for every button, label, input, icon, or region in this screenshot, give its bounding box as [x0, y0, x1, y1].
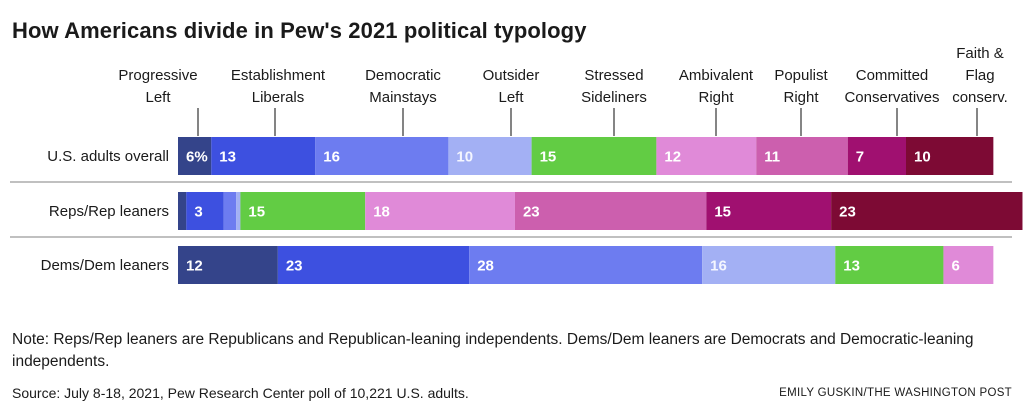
row-0: U.S. adults overall 6% 13 16 10 15 12 11 7 10: [47, 137, 994, 175]
category-label-line: conserv.: [952, 89, 1008, 106]
data-label: 12: [186, 258, 203, 275]
bar-segment: [531, 137, 657, 175]
bar-segment: [277, 246, 470, 284]
category-label-line: Faith &: [956, 45, 1004, 62]
bar-segment: [756, 137, 848, 175]
chart-rows: U.S. adults overall 6% 13 16 10 15 12 11 7 10 Reps…: [10, 137, 1023, 284]
data-label: 6%: [186, 149, 208, 166]
data-label: 6: [951, 258, 959, 275]
row-label: U.S. adults overall: [47, 148, 169, 165]
bar-segment: [469, 246, 703, 284]
bar-segment: [178, 137, 212, 175]
data-label: 15: [540, 149, 557, 166]
category-label: Ambivalent Right: [679, 67, 754, 136]
category-label: Faith & Flag conserv.: [952, 45, 1008, 136]
bar-segment: [223, 192, 237, 230]
category-label-line: Left: [498, 89, 524, 106]
category-label-line: Democratic: [365, 67, 441, 84]
data-label: 15: [248, 204, 265, 221]
data-label: 16: [323, 149, 340, 166]
category-label-line: Flag: [965, 67, 994, 84]
category-label-line: Right: [698, 89, 734, 106]
category-label-line: Sideliners: [581, 89, 647, 106]
category-labels: Progressive Left Establishment Liberals Demo…: [118, 45, 1008, 136]
note-text: Note: Reps/Rep leaners are Republicans a…: [12, 331, 974, 370]
credit-text: EMILY GUSKIN/THE WASHINGTON POST: [779, 387, 1012, 399]
category-label: Democratic Mainstays: [365, 67, 441, 136]
category-label-line: Committed: [856, 67, 929, 84]
data-label: 13: [843, 258, 860, 275]
data-label: 18: [373, 204, 390, 221]
category-label: Progressive Left: [118, 67, 199, 136]
category-label-line: Liberals: [252, 89, 305, 106]
data-label: 13: [219, 149, 236, 166]
category-label-line: Conservatives: [844, 89, 939, 106]
bar-segment: [178, 192, 187, 230]
data-label: 12: [664, 149, 681, 166]
bar-segment: [831, 192, 1023, 230]
category-label: Committed Conservatives: [844, 67, 940, 136]
bar-segment: [835, 246, 944, 284]
bar-segment: [211, 137, 316, 175]
category-label-line: Stressed: [584, 67, 643, 84]
bar-segment: [514, 192, 707, 230]
bar-segment: [315, 137, 449, 175]
data-label: 23: [839, 204, 856, 221]
data-label: 10: [456, 149, 473, 166]
data-label: 11: [764, 149, 780, 166]
category-label-line: Left: [145, 89, 171, 106]
stacked-bar-chart: Progressive Left Establishment Liberals Demo…: [10, 45, 1023, 284]
category-label: Outsider Left: [483, 67, 540, 136]
row-label: Reps/Rep leaners: [49, 203, 169, 220]
row-1: Reps/Rep leaners 3 15 18 23 15 23: [49, 192, 1023, 230]
bar-segment: [943, 246, 994, 284]
category-label: Populist Right: [774, 67, 829, 136]
data-label: 7: [856, 149, 864, 166]
data-label: 16: [710, 258, 727, 275]
category-label-line: Right: [783, 89, 819, 106]
bar-segment: [448, 137, 532, 175]
data-label: 23: [523, 204, 540, 221]
category-label-line: Populist: [774, 67, 828, 84]
bar-segment: [706, 192, 832, 230]
bar-segment: [240, 192, 366, 230]
bar-segment: [702, 246, 836, 284]
data-label: 10: [914, 149, 931, 166]
page-title: How Americans divide in Pew's 2021 polit…: [12, 18, 587, 43]
category-label-line: Mainstays: [369, 89, 437, 106]
category-label-line: Ambivalent: [679, 67, 754, 84]
bar-segment: [906, 137, 994, 175]
row-2: Dems/Dem leaners 12 23 28 16 13 6: [41, 246, 994, 284]
bar-segment: [847, 137, 906, 175]
data-label: 28: [477, 258, 494, 275]
bar-segment: [365, 192, 515, 230]
category-label-line: Establishment: [231, 67, 326, 84]
bar-segment: [236, 192, 241, 230]
category-label-line: Outsider: [483, 67, 540, 84]
category-label-line: Progressive: [118, 67, 197, 84]
category-label: Stressed Sideliners: [581, 67, 647, 136]
data-label: 3: [194, 204, 202, 221]
bar-segment: [656, 137, 757, 175]
row-label: Dems/Dem leaners: [41, 257, 169, 274]
data-label: 15: [714, 204, 731, 221]
bar-segment: [178, 246, 278, 284]
category-label: Establishment Liberals: [231, 67, 326, 136]
data-label: 23: [286, 258, 303, 275]
source-text: Source: July 8-18, 2021, Pew Research Ce…: [12, 385, 469, 401]
bar-segment: [186, 192, 224, 230]
